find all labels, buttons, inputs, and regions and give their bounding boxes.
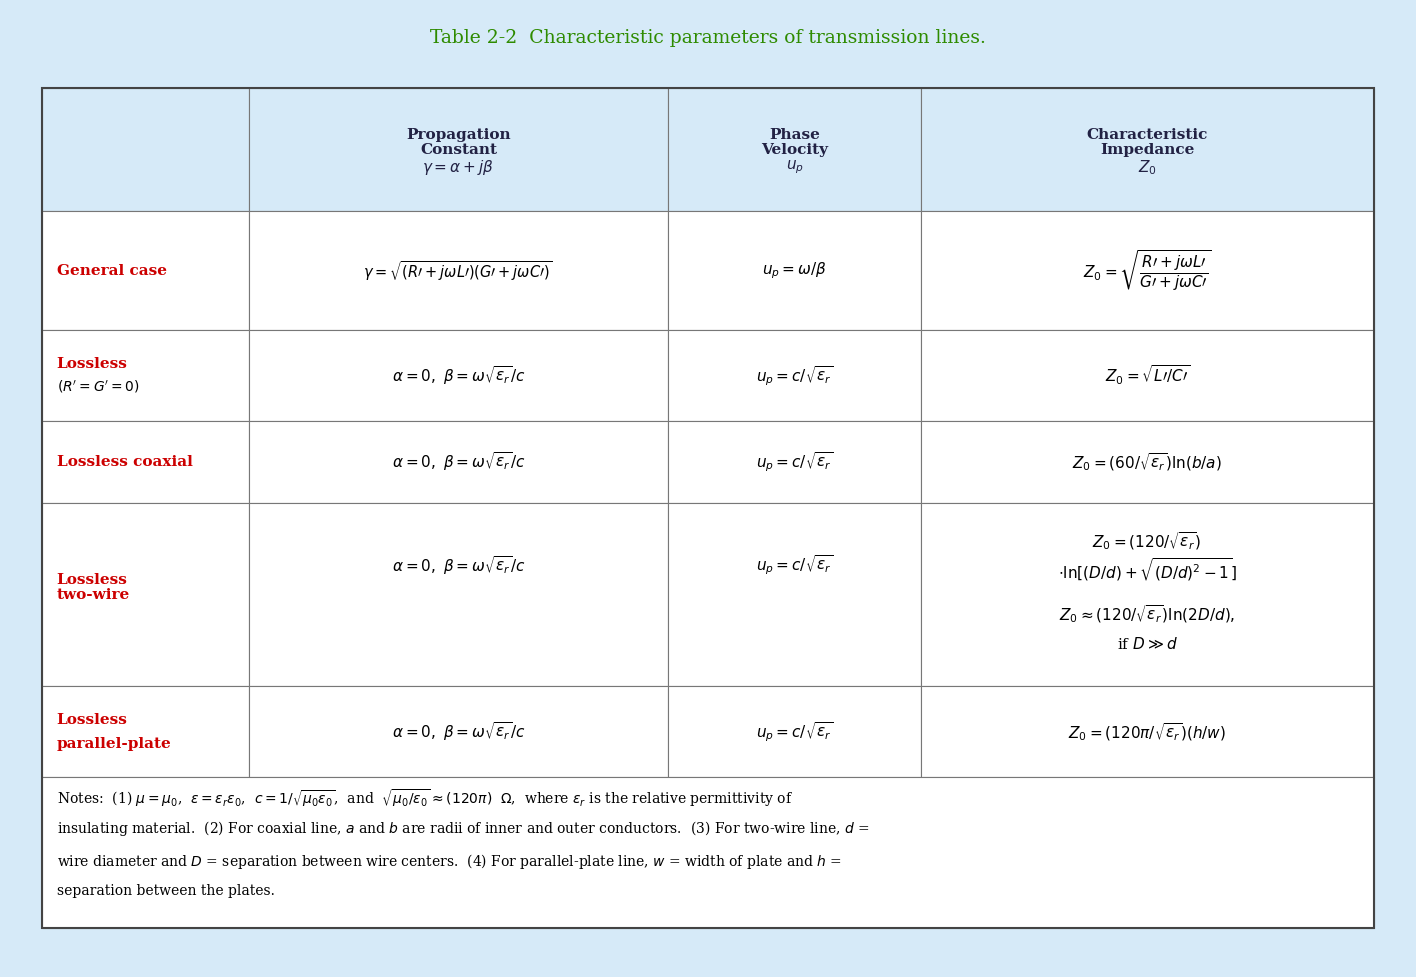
Text: $\gamma = \alpha + j\beta$: $\gamma = \alpha + j\beta$: [422, 157, 494, 177]
Text: two-wire: two-wire: [57, 588, 130, 602]
Text: separation between the plates.: separation between the plates.: [57, 884, 275, 898]
Text: $\alpha = 0,\ \beta = \omega\sqrt{\epsilon_r}/c$: $\alpha = 0,\ \beta = \omega\sqrt{\epsil…: [392, 451, 525, 474]
Bar: [668, 211, 920, 330]
Text: $Z_0 = \sqrt{\dfrac{R\prime + j\omega L\prime}{G\prime + j\omega C\prime}}$: $Z_0 = \sqrt{\dfrac{R\prime + j\omega L\…: [1083, 248, 1212, 293]
Bar: [668, 421, 920, 503]
Text: General case: General case: [57, 264, 167, 277]
Text: Characteristic: Characteristic: [1086, 128, 1208, 142]
Text: $Z_0 = \sqrt{L\prime/C\prime}$: $Z_0 = \sqrt{L\prime/C\prime}$: [1104, 363, 1189, 388]
Text: $Z_0 = (120/\sqrt{\epsilon_r})$: $Z_0 = (120/\sqrt{\epsilon_r})$: [1093, 531, 1202, 552]
Text: Lossless: Lossless: [57, 713, 127, 727]
Text: Constant: Constant: [421, 143, 497, 156]
Bar: [249, 686, 668, 778]
Text: Notes:  (1) $\mu = \mu_0$,  $\epsilon = \epsilon_r\epsilon_0$,  $c = 1/\sqrt{\mu: Notes: (1) $\mu = \mu_0$, $\epsilon = \e…: [57, 787, 793, 809]
Text: wire diameter and $D$ = separation between wire centers.  (4) For parallel-plate: wire diameter and $D$ = separation betwe…: [57, 852, 841, 871]
Bar: [42, 211, 249, 330]
Text: $\alpha = 0,\ \beta = \omega\sqrt{\epsilon_r}/c$: $\alpha = 0,\ \beta = \omega\sqrt{\epsil…: [392, 554, 525, 576]
Text: if $D \gg d$: if $D \gg d$: [1117, 636, 1178, 652]
Bar: [920, 686, 1374, 778]
Bar: [920, 211, 1374, 330]
Text: $u_p = c/\sqrt{\epsilon_r}$: $u_p = c/\sqrt{\epsilon_r}$: [756, 720, 833, 743]
Text: parallel-plate: parallel-plate: [57, 737, 171, 750]
Bar: [920, 421, 1374, 503]
Bar: [42, 778, 1374, 928]
Bar: [249, 421, 668, 503]
Bar: [668, 686, 920, 778]
Text: Lossless: Lossless: [57, 573, 127, 587]
Bar: [42, 88, 249, 211]
Text: $Z_0$: $Z_0$: [1138, 158, 1157, 177]
Bar: [42, 686, 249, 778]
Text: $\alpha = 0,\ \beta = \omega\sqrt{\epsilon_r}/c$: $\alpha = 0,\ \beta = \omega\sqrt{\epsil…: [392, 364, 525, 387]
Bar: [668, 88, 920, 211]
Text: $u_p = c/\sqrt{\epsilon_r}$: $u_p = c/\sqrt{\epsilon_r}$: [756, 363, 833, 388]
Text: $u_p$: $u_p$: [786, 158, 803, 176]
Bar: [249, 503, 668, 686]
Text: $Z_0 = (120\pi/\sqrt{\epsilon_r})(h/w)$: $Z_0 = (120\pi/\sqrt{\epsilon_r})(h/w)$: [1068, 721, 1226, 743]
Text: $u_p = c/\sqrt{\epsilon_r}$: $u_p = c/\sqrt{\epsilon_r}$: [756, 554, 833, 577]
Bar: [249, 330, 668, 421]
Bar: [249, 211, 668, 330]
Text: Table 2-2  Characteristic parameters of transmission lines.: Table 2-2 Characteristic parameters of t…: [430, 29, 986, 47]
Text: Phase: Phase: [769, 128, 820, 142]
Bar: [920, 503, 1374, 686]
Text: $\gamma = \sqrt{(R\prime + j\omega L\prime)(G\prime + j\omega C\prime)}$: $\gamma = \sqrt{(R\prime + j\omega L\pri…: [364, 259, 554, 282]
Bar: [42, 330, 249, 421]
Bar: [42, 88, 1374, 928]
Text: insulating material.  (2) For coaxial line, $a$ and $b$ are radii of inner and o: insulating material. (2) For coaxial lin…: [57, 820, 869, 838]
Text: Lossless coaxial: Lossless coaxial: [57, 455, 193, 469]
Bar: [249, 88, 668, 211]
Text: $\cdot\ln[(D/d) + \sqrt{(D/d)^2 - 1}]$: $\cdot\ln[(D/d) + \sqrt{(D/d)^2 - 1}]$: [1058, 557, 1236, 584]
Bar: [668, 330, 920, 421]
Bar: [42, 421, 249, 503]
Text: $(R' = G' = 0)$: $(R' = G' = 0)$: [57, 379, 140, 396]
Text: $Z_0 = (60/\sqrt{\epsilon_r})\ln(b/a)$: $Z_0 = (60/\sqrt{\epsilon_r})\ln(b/a)$: [1072, 451, 1222, 473]
Bar: [920, 88, 1374, 211]
Bar: [920, 330, 1374, 421]
Text: $u_p = \omega/\beta$: $u_p = \omega/\beta$: [762, 260, 827, 280]
Text: $u_p = c/\sqrt{\epsilon_r}$: $u_p = c/\sqrt{\epsilon_r}$: [756, 450, 833, 474]
Text: Velocity: Velocity: [760, 143, 828, 156]
Bar: [42, 503, 249, 686]
Text: Lossless: Lossless: [57, 357, 127, 371]
Text: $\alpha = 0,\ \beta = \omega\sqrt{\epsilon_r}/c$: $\alpha = 0,\ \beta = \omega\sqrt{\epsil…: [392, 721, 525, 743]
Text: Propagation: Propagation: [406, 128, 511, 142]
Text: $Z_0 \approx (120/\sqrt{\epsilon_r})\ln(2D/d),$: $Z_0 \approx (120/\sqrt{\epsilon_r})\ln(…: [1059, 604, 1235, 625]
Text: Impedance: Impedance: [1100, 143, 1195, 156]
Bar: [668, 503, 920, 686]
